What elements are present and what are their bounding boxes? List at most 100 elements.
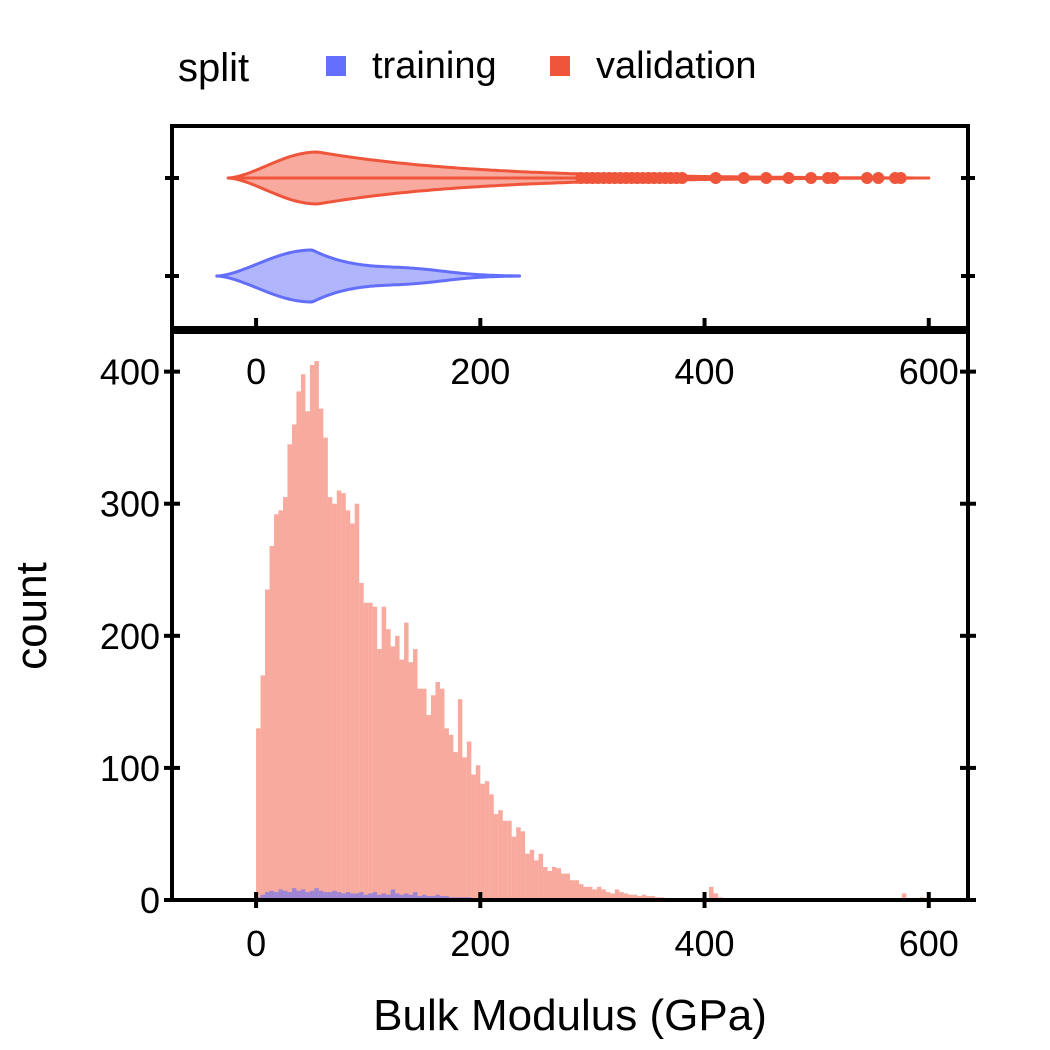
hist-bar-training [323,892,328,900]
hist-bar-training [399,894,405,900]
hist-bar-validation [480,783,485,900]
hist-bar-validation [493,814,499,900]
hist-bar-validation [578,884,584,900]
hist-bar-training [336,892,342,900]
hist-y-tick-label: 100 [100,748,160,789]
hist-bar-validation [516,827,521,900]
hist-bar-training [269,890,275,900]
hist-bar-validation [430,695,436,900]
hist-x-tick-label: 400 [674,923,734,964]
violin-outlier-point [805,172,818,184]
histogram-frame [170,330,970,902]
hist-bar-validation [547,870,553,900]
legend: split training validation [0,0,1050,110]
x-axis-title: Bulk Modulus (GPa) [373,991,767,1040]
hist-bar-validation [265,589,270,900]
hist-bar-validation [574,880,579,900]
hist-bar-training [408,894,414,900]
hist-bar-validation [641,894,647,900]
violin-outlier-point [676,172,689,184]
violin-outlier-point [872,172,885,184]
hist-bar-validation [453,752,458,900]
hist-bar-training [274,892,279,900]
violin-outlier-point [709,172,722,184]
hist-bar-validation [596,886,602,900]
hist-bar-validation [332,503,337,900]
hist-bar-validation [408,662,414,900]
hist-bar-validation [323,437,328,900]
hist-bar-validation [484,781,490,900]
hist-bar-validation [709,886,714,900]
hist-bar-validation [610,893,615,900]
y-axis-title: count [7,562,56,670]
hist-bar-training [381,893,387,900]
hist-bar-training [305,892,310,900]
hist-bar-validation [489,794,494,900]
hist-bar-validation [439,688,445,900]
hist-bar-training [300,889,306,900]
hist-bar-validation [296,391,301,900]
hist-x-tick-label: 600 [899,923,959,964]
hist-bar-training [265,892,270,900]
violin-outlier-point [827,172,840,184]
hist-bar-validation [350,523,355,900]
hist-bar-validation [269,545,275,900]
legend-swatch-training [326,56,346,76]
hist-bar-training [395,893,400,900]
hist-bar-validation [471,774,476,900]
hist-bar-training [296,890,301,900]
hist-bar-validation [377,649,382,900]
violin-x-tick-label: 0 [246,351,266,392]
hist-bar-training [386,894,391,900]
hist-bar-validation [314,361,319,900]
hist-bar-validation [457,699,463,900]
hist-bar-validation [525,853,530,900]
hist-bar-validation [399,659,405,900]
hist-bar-validation [395,635,400,900]
violin-x-tick-label: 600 [899,351,959,392]
hist-bar-training [368,893,373,900]
hist-bar-validation [300,374,306,900]
hist-bar-training [291,888,297,900]
hist-y-tick-label: 400 [100,352,160,393]
legend-item-validation[interactable]: validation [550,44,757,88]
hist-x-tick-label: 200 [450,923,510,964]
hist-bar-validation [475,765,481,900]
hist-bar-validation [354,503,360,900]
hist-bar-validation [390,646,396,900]
hist-bar-training [318,890,324,900]
violin-outlier-point [861,172,874,184]
hist-bar-validation [561,873,566,900]
hist-y-tick-label: 200 [100,616,160,657]
hist-bar-training [314,888,319,900]
hist-bar-validation [287,444,292,900]
violin-training [215,248,521,304]
hist-bar-validation [592,889,597,900]
legend-item-training[interactable]: training [326,44,497,88]
hist-bar-validation [502,820,508,900]
violin-outlier-point [782,172,795,184]
histogram-panel [256,361,929,900]
hist-bar-validation [305,411,310,900]
hist-bar-validation [327,497,333,900]
violin-outlier-point [737,172,750,184]
hist-bar-validation [417,688,423,900]
hist-bar-training [359,892,364,900]
hist-bar-validation [614,889,620,900]
hist-bar-training [363,894,369,900]
hist-bar-training [332,890,337,900]
hist-bar-validation [359,582,364,900]
hist-bar-validation [623,893,629,900]
hist-bar-validation [256,728,261,900]
hist-bar-validation [444,728,449,900]
hist-bar-validation [372,606,378,900]
hist-bar-validation [404,622,409,900]
hist-bar-training [287,892,292,900]
hist-bar-validation [538,853,544,900]
hist-bar-validation [552,866,557,900]
hist-bar-validation [543,866,548,900]
hist-bar-training [260,894,266,900]
hist-bar-validation [381,606,387,900]
hist-bar-validation [601,889,606,900]
